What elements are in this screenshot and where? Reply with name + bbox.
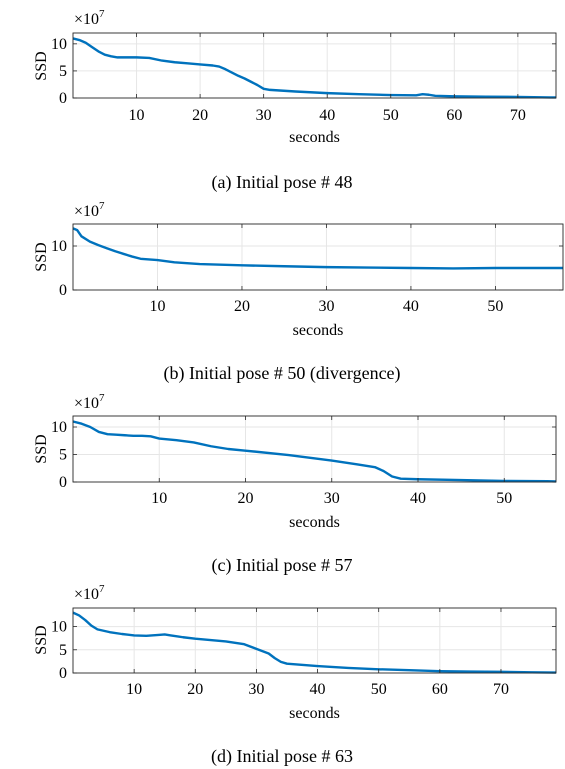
y-scale-exponent: 7 [99,8,105,20]
y-scale-exponent: 7 [99,392,105,404]
y-tick-label: 0 [59,282,67,299]
y-axis-label: SSD [33,242,50,271]
x-tick-label: 50 [487,298,503,315]
x-tick-label: 30 [256,107,272,124]
x-tick-label: 20 [234,298,250,315]
chart-panel-1: 10 20 30 40 50 60 70 0 5 10 seconds SSD ×107 (a) Init… [33,8,557,193]
axes-box [72,32,557,99]
x-tick-label: 20 [187,681,203,698]
x-tick-label: 60 [432,681,448,698]
y-tick-label: 5 [59,642,67,659]
subfigure-caption: (a) Initial pose # 48 [212,172,353,193]
x-tick-label: 50 [371,681,387,698]
x-axis-label: seconds [289,129,340,146]
y-scale-multiplier: ×107 [74,392,105,412]
x-tick-label: 20 [238,490,254,507]
data-series-line [72,227,563,270]
x-tick-label: 10 [129,107,145,124]
y-scale-exponent: 7 [99,583,105,595]
subfigure-caption: (d) Initial pose # 63 [211,746,353,767]
y-tick-label: 5 [59,447,67,464]
y-tick-label: 10 [51,419,67,436]
x-tick-label: 40 [410,490,426,507]
y-scale-multiplier: ×107 [74,583,105,603]
x-tick-label: 60 [446,107,462,124]
x-tick-label: 40 [319,107,335,124]
plot-area [73,33,556,98]
x-tick-label: 70 [493,681,509,698]
x-axis-label: seconds [289,705,340,722]
data-series-line [72,420,557,483]
y-tick-label: 0 [59,90,67,107]
x-tick-label: 40 [403,298,419,315]
y-scale-multiplier: ×107 [74,200,105,220]
x-tick-label: 50 [383,107,399,124]
y-scale-multiplier: ×107 [74,8,105,28]
plot-area [73,608,556,673]
y-axis-label: SSD [33,625,50,654]
axes-box [72,223,564,291]
x-tick-label: 30 [248,681,264,698]
chart-panel-2: 10 20 30 40 50 0 10 seconds SSD ×107 (b) Initial p… [33,200,564,384]
plot-area [73,416,556,482]
data-series-line [72,611,557,674]
x-tick-label: 20 [192,107,208,124]
plot-area [73,224,563,290]
chart-panel-4: 10 20 30 40 50 60 70 0 5 10 seconds SSD ×107 (d) Init… [33,583,557,767]
y-tick-label: 0 [59,665,67,682]
y-tick-label: 10 [51,238,67,255]
axes-box [72,607,557,674]
y-tick-label: 10 [51,619,67,636]
x-tick-label: 70 [510,107,526,124]
x-axis-label: seconds [289,514,340,531]
y-tick-label: 10 [51,36,67,53]
y-scale-exponent: 7 [99,200,105,212]
x-tick-label: 30 [324,490,340,507]
axes-box [72,415,557,483]
data-series-line [72,37,556,99]
y-axis-label: SSD [33,51,50,80]
x-tick-label: 40 [310,681,326,698]
chart-panel-3: 10 20 30 40 50 0 5 10 seconds SSD ×107 (c) Initial … [33,392,557,576]
x-tick-label: 10 [149,298,165,315]
y-axis-label: SSD [33,434,50,463]
x-axis-label: seconds [293,322,344,339]
x-tick-label: 10 [151,490,167,507]
x-tick-label: 30 [318,298,334,315]
y-tick-label: 5 [59,63,67,80]
y-tick-label: 0 [59,474,67,491]
x-tick-label: 50 [496,490,512,507]
x-tick-label: 10 [126,681,142,698]
subfigure-caption: (b) Initial pose # 50 (divergence) [163,363,400,384]
subfigure-caption: (c) Initial pose # 57 [212,555,353,576]
